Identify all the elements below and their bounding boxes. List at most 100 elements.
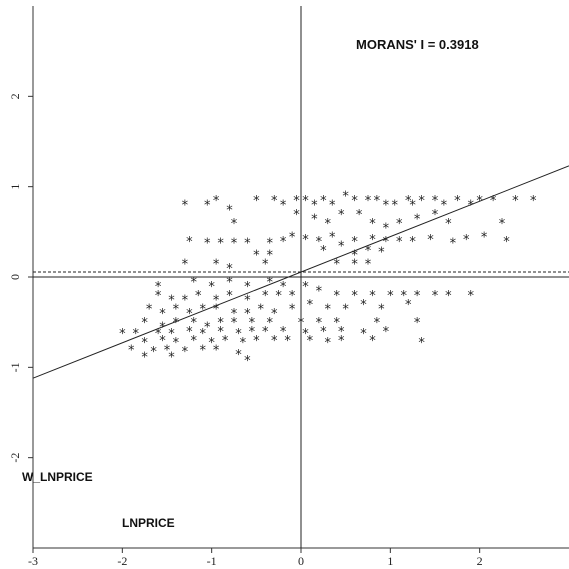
data-point: * xyxy=(320,325,327,340)
data-point: * xyxy=(266,237,273,252)
data-point: * xyxy=(271,334,278,349)
data-point: * xyxy=(217,325,224,340)
data-point: * xyxy=(186,325,193,340)
data-point: * xyxy=(374,316,381,331)
data-point: * xyxy=(213,194,220,209)
data-point: * xyxy=(365,244,372,259)
data-point: * xyxy=(351,235,358,250)
data-point: * xyxy=(226,289,233,304)
data-point: * xyxy=(490,194,497,209)
data-point: * xyxy=(204,321,211,336)
data-point: * xyxy=(383,199,390,214)
data-point: * xyxy=(356,208,363,223)
data-point: * xyxy=(351,289,358,304)
data-point: * xyxy=(213,303,220,318)
data-point: * xyxy=(369,217,376,232)
data-point: * xyxy=(311,199,318,214)
data-point: * xyxy=(262,325,269,340)
data-point: * xyxy=(280,235,287,250)
data-point: * xyxy=(307,298,314,313)
data-point: * xyxy=(150,345,157,360)
data-point: * xyxy=(249,325,256,340)
data-point: * xyxy=(369,233,376,248)
data-point: * xyxy=(141,350,148,365)
data-point: * xyxy=(191,316,198,331)
data-point: * xyxy=(159,321,166,336)
y-tick-label: -2 xyxy=(8,453,22,463)
data-point: * xyxy=(302,280,309,295)
data-point: * xyxy=(360,327,367,342)
data-point: * xyxy=(168,350,175,365)
x-tick-label: -3 xyxy=(28,554,38,568)
data-point: * xyxy=(182,257,189,272)
data-point: * xyxy=(432,194,439,209)
data-point: * xyxy=(213,257,220,272)
data-point: * xyxy=(253,334,260,349)
data-point: * xyxy=(293,194,300,209)
data-point: * xyxy=(414,212,421,227)
y-axis-label: W_LNPRICE xyxy=(22,470,93,484)
data-point: * xyxy=(351,248,358,263)
data-point: * xyxy=(155,289,162,304)
x-tick-label: 2 xyxy=(477,554,483,568)
data-point: * xyxy=(226,276,233,291)
data-point: * xyxy=(333,316,340,331)
data-point: * xyxy=(512,194,519,209)
data-point: * xyxy=(329,230,336,245)
data-point: * xyxy=(231,217,238,232)
data-point: * xyxy=(280,325,287,340)
data-point: * xyxy=(231,307,238,322)
data-point: * xyxy=(342,303,349,318)
data-point: * xyxy=(280,280,287,295)
data-point: * xyxy=(378,303,385,318)
data-point: * xyxy=(204,237,211,252)
data-point: * xyxy=(369,334,376,349)
data-point: * xyxy=(226,262,233,277)
data-point: * xyxy=(217,237,224,252)
data-point: * xyxy=(432,208,439,223)
data-point: * xyxy=(155,327,162,342)
x-axis-label: LNPRICE xyxy=(122,516,175,530)
data-point: * xyxy=(146,303,153,318)
data-point: * xyxy=(240,336,247,351)
data-point: * xyxy=(320,194,327,209)
data-point: * xyxy=(244,237,251,252)
data-point: * xyxy=(338,239,345,254)
data-point: * xyxy=(351,194,358,209)
data-point: * xyxy=(476,194,483,209)
data-point: * xyxy=(141,336,148,351)
data-point: * xyxy=(392,199,399,214)
data-point: * xyxy=(182,294,189,309)
data-point: * xyxy=(432,289,439,304)
data-point: * xyxy=(258,303,265,318)
data-point: * xyxy=(128,343,135,358)
data-point: * xyxy=(378,246,385,261)
data-point: * xyxy=(173,303,180,318)
data-point: * xyxy=(342,190,349,205)
data-point: * xyxy=(365,194,372,209)
data-point: * xyxy=(271,194,278,209)
data-point: * xyxy=(235,327,242,342)
data-point: * xyxy=(182,345,189,360)
data-point: * xyxy=(383,235,390,250)
data-point: * xyxy=(409,235,416,250)
data-point: * xyxy=(418,194,425,209)
data-point: * xyxy=(289,230,296,245)
data-point: * xyxy=(320,244,327,259)
data-point: * xyxy=(503,235,510,250)
data-point: * xyxy=(141,316,148,331)
data-point: * xyxy=(445,289,452,304)
data-point: * xyxy=(199,303,206,318)
data-point: * xyxy=(244,354,251,369)
data-point: * xyxy=(226,203,233,218)
data-point: * xyxy=(450,237,457,252)
data-point: * xyxy=(329,199,336,214)
data-point: * xyxy=(316,285,323,300)
data-point: * xyxy=(441,199,448,214)
data-point: * xyxy=(325,303,332,318)
data-point: * xyxy=(235,348,242,363)
data-point: * xyxy=(244,307,251,322)
data-point: * xyxy=(414,316,421,331)
data-point: * xyxy=(333,289,340,304)
